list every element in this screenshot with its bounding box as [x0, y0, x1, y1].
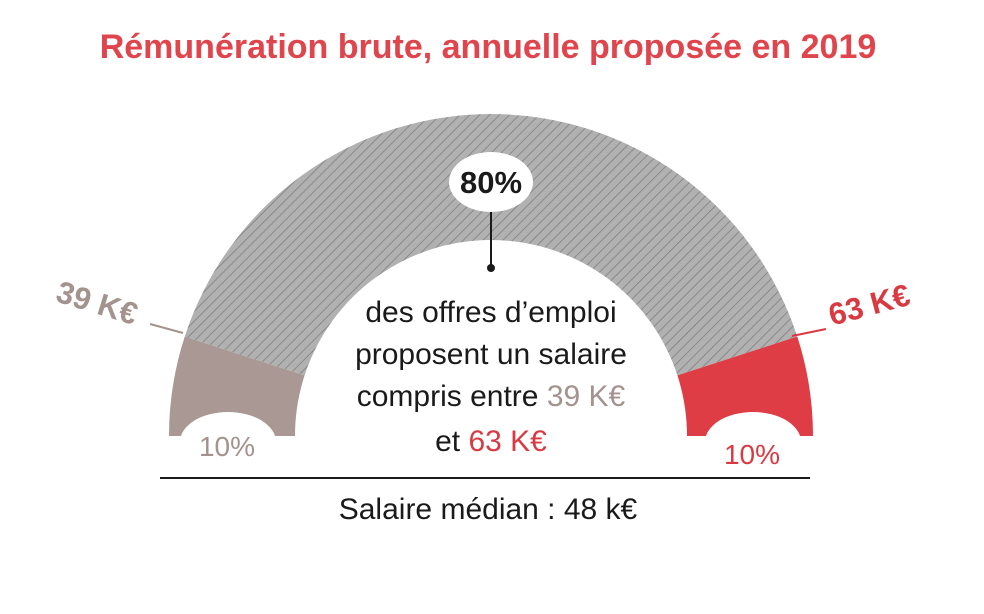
center-text-low-value: 39 K€	[547, 380, 626, 413]
center-text-line-4-prefix: et	[435, 425, 468, 458]
low-bound-leader-line	[149, 323, 184, 334]
center-text-line-3-prefix: compris entre	[357, 380, 547, 413]
callout-dot	[487, 264, 495, 272]
center-text-high-value: 63 K€	[468, 425, 547, 458]
middle-segment-percentage: 80%	[460, 165, 522, 200]
gauge-segment-low	[169, 336, 305, 436]
gauge-segment-high	[677, 336, 813, 436]
high-bound-leader-line	[791, 328, 827, 337]
high-segment-notch	[705, 412, 801, 472]
median-salary-label: Salaire médian : 48 k€	[339, 493, 638, 526]
chart-title: Rémunération brute, annuelle proposée en…	[100, 28, 877, 66]
center-text-line-1: des offres d’emploi	[365, 296, 616, 329]
center-text-line-4: et 63 K€	[435, 425, 547, 458]
center-text-line-2: proposent un salaire	[355, 338, 627, 371]
low-bound-label: 39 K€	[52, 274, 141, 332]
center-text-line-3: compris entre 39 K€	[357, 380, 626, 413]
high-bound-label: 63 K€	[825, 277, 914, 332]
low-segment-percentage: 10%	[199, 431, 255, 462]
percentage-callout: 80%	[449, 152, 533, 272]
percentage-bubble	[449, 152, 533, 212]
gauge-segment-middle	[184, 114, 798, 376]
gauge-arcs	[169, 114, 813, 472]
high-segment-percentage: 10%	[724, 439, 780, 470]
low-segment-notch	[180, 412, 276, 472]
